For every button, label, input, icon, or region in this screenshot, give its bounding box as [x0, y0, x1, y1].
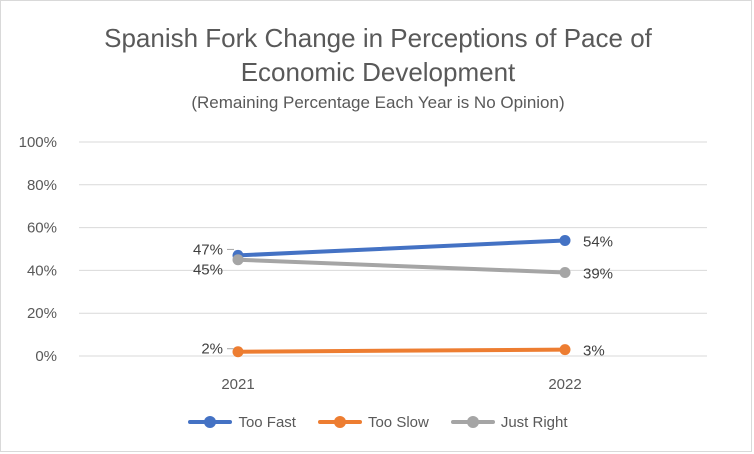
data-label-too-slow-2022: 3% — [583, 343, 605, 360]
series-line-just-right — [236, 257, 567, 275]
x-tick-label-2021: 2021 — [221, 376, 254, 393]
legend-item-just-right: Just Right — [450, 413, 568, 431]
legend-swatch-too-fast — [188, 415, 233, 429]
data-label-too-slow-2021: 2% — [201, 341, 223, 358]
y-tick-label-20: 20% — [27, 305, 57, 322]
chart-subtitle: (Remaining Percentage Each Year is No Op… — [191, 93, 565, 112]
legend-label-too-fast: Too Fast — [238, 413, 296, 431]
y-tick-label-80: 80% — [27, 177, 57, 194]
point-just-right-2021 — [232, 254, 244, 266]
point-just-right-2022 — [559, 267, 571, 279]
point-too-slow-2021 — [232, 346, 244, 358]
series-line-too-slow — [236, 347, 567, 354]
data-label-just-right-2022: 39% — [583, 266, 613, 283]
legend: Too Fast Too Slow Just Right — [1, 409, 754, 435]
legend-swatch-just-right — [450, 415, 495, 429]
y-tick-label-60: 60% — [27, 220, 57, 237]
chart-title-line-1: Spanish Fork Change in Perceptions of Pa… — [104, 23, 652, 53]
legend-label-just-right: Just Right — [500, 413, 568, 431]
point-too-slow-2022 — [559, 344, 571, 356]
x-tick-label-2022: 2022 — [548, 376, 581, 393]
legend-swatch-too-slow — [317, 415, 362, 429]
series-line-too-fast — [236, 238, 567, 258]
data-label-too-fast-2021: 47% — [193, 241, 223, 258]
y-tick-label-40: 40% — [27, 262, 57, 279]
point-too-fast-2022 — [559, 234, 571, 246]
y-tick-label-100: 100% — [19, 134, 57, 151]
data-label-just-right-2021: 45% — [193, 262, 223, 279]
chart-title-line-2: Economic Development — [240, 57, 516, 87]
y-tick-label-0: 0% — [35, 348, 57, 365]
legend-item-too-fast: Too Fast — [188, 414, 296, 431]
legend-label-too-slow: Too Slow — [367, 413, 429, 431]
plot-area: 0% 20% 40% 60% 80% 100% 2021 2022 47% 54% 2% 3% 45% 3… — [19, 134, 707, 393]
data-label-too-fast-2022: 54% — [583, 233, 613, 250]
legend-item-too-slow: Too Slow — [317, 413, 429, 431]
